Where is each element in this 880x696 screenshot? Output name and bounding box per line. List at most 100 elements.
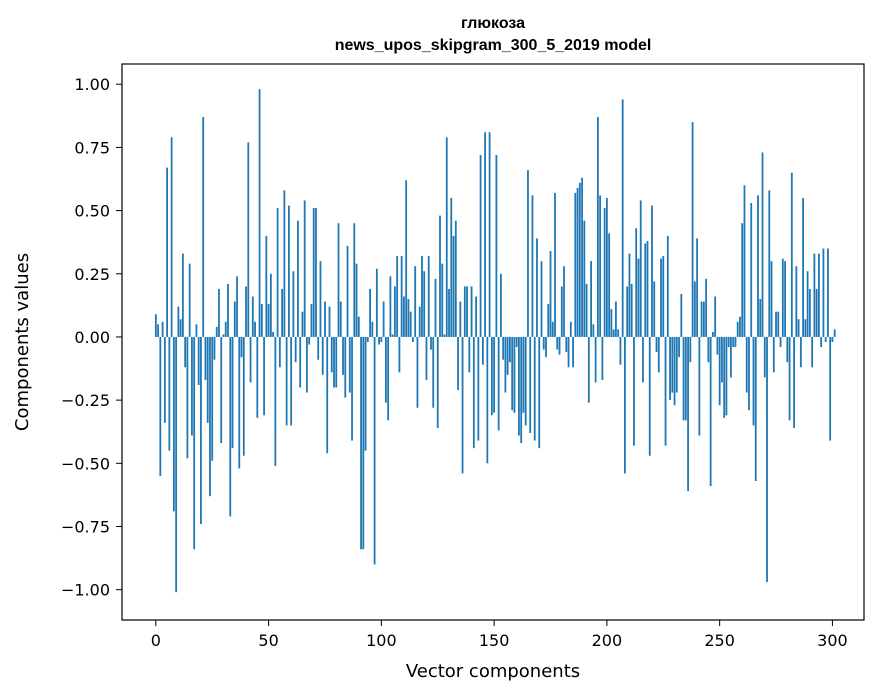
bar-175 [549,251,552,337]
x-tick-label: 50 [258,631,278,650]
bar-40 [245,286,247,337]
bar-128 [443,334,446,337]
bar-92 [362,336,365,550]
bar-156 [506,336,509,375]
bar-129 [445,137,448,337]
bar-1 [157,324,159,337]
bar-209 [626,286,629,337]
bar-104 [389,276,392,337]
bar-245 [707,336,710,363]
plot-frame [121,63,865,621]
bar-233 [680,293,683,337]
bar-293 [815,288,818,337]
bar-103 [387,336,390,421]
bar-102 [384,336,387,403]
bar-47 [260,304,263,337]
bar-28 [218,288,220,337]
bar-55 [278,336,281,368]
bar-108 [398,336,401,373]
bar-299 [829,336,832,441]
bar-116 [416,336,419,408]
bar-74 [321,336,324,375]
bar-217 [644,243,647,337]
bar-297 [824,336,827,342]
bar-287 [802,197,804,337]
bar-29 [220,336,223,444]
bar-263 [748,336,750,411]
bar-166 [529,336,532,433]
bar-178 [556,336,559,350]
bar-46 [258,89,261,337]
bar-132 [452,235,455,337]
bar-124 [434,278,437,337]
bar-194 [592,324,595,337]
bar-141 [472,336,475,449]
bar-48 [263,336,265,416]
chart-title: глюкоза [461,15,525,32]
bar-188 [578,182,581,337]
bar-93 [364,336,367,451]
bar-65 [301,311,304,337]
bar-218 [646,240,649,337]
bar-95 [369,288,371,337]
y-tick-label: 0.50 [74,202,110,221]
bar-290 [808,288,811,337]
bar-144 [479,154,482,337]
bar-251 [721,336,723,383]
bar-130 [448,288,450,337]
bar-237 [689,336,692,363]
bar-96 [371,321,374,337]
bar-216 [642,336,644,383]
bar-271 [766,336,768,583]
bar-257 [734,336,737,348]
bar-37 [238,336,241,469]
bar-105 [391,334,394,337]
bar-147 [486,336,489,464]
bar-94 [366,336,369,342]
y-tick-label: −0.75 [61,517,110,536]
bar-190 [583,220,586,337]
bar-167 [531,195,534,337]
x-tick-label: 100 [366,631,397,650]
bar-139 [468,336,471,373]
bar-247 [711,331,714,337]
bar-298 [827,248,829,337]
bar-265 [752,336,755,426]
bar-82 [339,301,342,337]
bar-180 [560,286,563,337]
bar-275 [775,311,777,337]
bar-3 [161,321,164,337]
y-axis-ticks: −1.00 −0.75 −0.50 −0.25 0.00 0.25 0.50 0.75 1.00 [61,75,122,600]
bar-127 [441,263,444,337]
bar-87 [351,336,353,441]
bar-227 [666,235,669,337]
bar-268 [759,299,762,337]
bar-243 [702,301,705,337]
bar-0 [154,314,157,337]
bar-282 [790,172,793,337]
bar-157 [509,336,511,363]
bar-181 [563,266,565,337]
bar-69 [310,304,313,337]
bar-170 [538,336,541,449]
bar-240 [696,238,698,337]
bar-56 [281,288,284,337]
bar-250 [718,336,721,406]
x-tick-label: 250 [704,631,735,650]
bar-269 [761,152,764,337]
bar-10 [177,306,180,337]
bar-133 [454,220,457,337]
bar-266 [754,336,757,481]
bar-164 [524,336,527,426]
bar-33 [229,336,232,517]
bar-249 [716,336,719,355]
bar-236 [687,336,689,492]
bar-44 [254,321,256,337]
bar-272 [768,190,771,337]
bar-81 [337,223,340,337]
bar-125 [436,336,439,428]
bar-13 [184,336,187,368]
bar-80 [335,336,338,388]
bar-192 [587,336,590,403]
bar-43 [251,296,254,337]
